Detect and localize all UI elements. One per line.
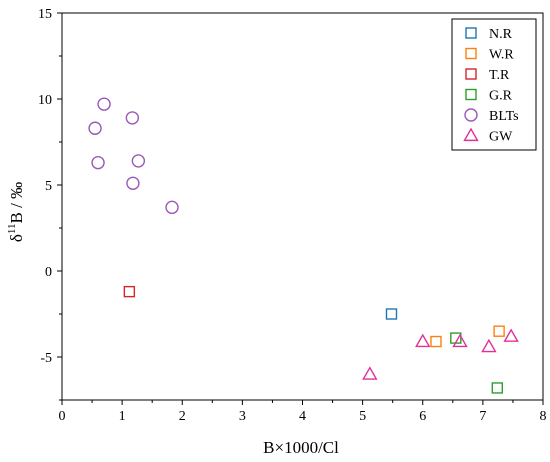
data-point bbox=[493, 325, 505, 337]
x-tick-label: 5 bbox=[359, 409, 366, 424]
x-tick-label: 1 bbox=[119, 409, 126, 424]
series-w-r bbox=[430, 325, 505, 348]
legend-label: T.R bbox=[489, 68, 510, 83]
legend-label: G.R bbox=[489, 89, 513, 104]
x-tick-label: 0 bbox=[59, 409, 66, 424]
legend-item: G.R bbox=[465, 88, 513, 104]
series-t-r bbox=[123, 285, 136, 298]
series-g-r bbox=[450, 332, 504, 394]
legend-marker bbox=[464, 108, 478, 122]
series-n-r bbox=[385, 308, 398, 320]
y-axis-label-rest: B / ‰ bbox=[7, 182, 26, 224]
legend-item: T.R bbox=[465, 68, 510, 83]
data-point bbox=[491, 382, 504, 394]
data-point bbox=[131, 154, 146, 168]
legend-label: GW bbox=[489, 130, 513, 145]
y-tick-label: 0 bbox=[45, 265, 52, 280]
x-tick-label: 6 bbox=[419, 409, 426, 424]
data-point bbox=[385, 308, 398, 320]
x-tick-label: 7 bbox=[479, 409, 486, 424]
legend-label: N.R bbox=[489, 27, 513, 42]
y-axis-label-sup: 11 bbox=[6, 223, 18, 234]
y-axis-label: δ11B / ‰ bbox=[6, 182, 26, 242]
x-tick-label: 8 bbox=[540, 409, 547, 424]
data-point bbox=[125, 111, 140, 125]
data-point bbox=[123, 285, 136, 298]
y-tick-label: 15 bbox=[38, 7, 52, 22]
data-point bbox=[91, 155, 105, 170]
x-tick-label: 2 bbox=[179, 409, 186, 424]
legend-marker bbox=[465, 68, 477, 80]
series-blts bbox=[88, 97, 179, 215]
legend-item: W.R bbox=[465, 47, 514, 63]
legend-label: BLTs bbox=[489, 109, 519, 124]
legend-marker bbox=[465, 47, 477, 60]
x-tick-label: 4 bbox=[299, 409, 306, 424]
y-axis-label-symbol: δ bbox=[7, 234, 26, 242]
data-point bbox=[165, 200, 179, 215]
data-point bbox=[430, 335, 442, 348]
data-point bbox=[88, 121, 102, 135]
legend-marker bbox=[465, 88, 477, 101]
y-tick-label: -5 bbox=[40, 351, 52, 366]
axes: 0 1 2 3 4 5 6 7 8 -5 0 5 10 15 bbox=[38, 7, 547, 424]
data-point bbox=[452, 333, 468, 348]
data-point bbox=[415, 333, 431, 348]
legend-marker bbox=[465, 27, 477, 39]
x-axis-label: B×1000/Cl bbox=[263, 438, 339, 457]
legend-marker bbox=[463, 127, 479, 142]
legend: N.R W.R T.R G.R BLTs GW bbox=[451, 18, 537, 151]
legend-item: N.R bbox=[465, 27, 513, 42]
legend-box bbox=[451, 18, 537, 151]
data-point bbox=[362, 366, 378, 380]
legend-item: BLTs bbox=[464, 108, 519, 124]
data-point bbox=[481, 338, 497, 353]
plot-area bbox=[88, 97, 519, 394]
legend-item: GW bbox=[463, 127, 513, 145]
x-tick-label: 3 bbox=[239, 409, 246, 424]
data-point bbox=[503, 328, 519, 342]
data-point bbox=[126, 176, 140, 190]
y-tick-label: 5 bbox=[45, 179, 52, 194]
y-tick-label: 10 bbox=[38, 93, 52, 108]
legend-label: W.R bbox=[489, 48, 514, 63]
data-point bbox=[97, 97, 111, 111]
series-gw bbox=[362, 328, 519, 380]
